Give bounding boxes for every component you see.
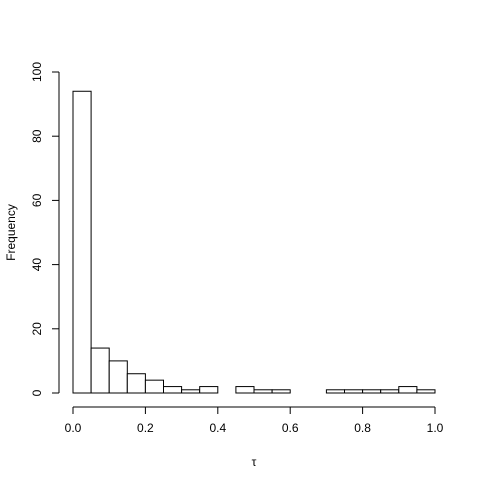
histogram-bar bbox=[181, 389, 201, 394]
histogram-bar bbox=[163, 386, 183, 394]
x-tick-label: 1.0 bbox=[427, 421, 444, 435]
y-axis-title: Frequency bbox=[4, 204, 18, 261]
x-tick-label: 0.8 bbox=[354, 421, 371, 435]
y-tick-label: 100 bbox=[30, 62, 44, 82]
histogram-bar bbox=[271, 389, 291, 394]
histogram-bar bbox=[398, 386, 418, 394]
x-tick-label: 0.0 bbox=[65, 421, 82, 435]
y-tick-label: 0 bbox=[30, 389, 44, 396]
y-tick-label: 80 bbox=[30, 129, 44, 143]
histogram-bar bbox=[199, 386, 219, 394]
y-tick-label: 40 bbox=[30, 258, 44, 272]
x-axis: 0.0 0.2 0.4 0.6 0.8 1.0 bbox=[65, 406, 444, 435]
histogram-bars bbox=[72, 90, 436, 394]
histogram-bar bbox=[344, 389, 364, 394]
histogram-bar bbox=[126, 373, 146, 394]
x-tick-label: 0.4 bbox=[209, 421, 226, 435]
x-tick-label: 0.6 bbox=[282, 421, 299, 435]
histogram-bar bbox=[416, 389, 436, 394]
histogram-bar bbox=[235, 386, 255, 394]
histogram-bar bbox=[72, 90, 92, 394]
histogram-bar bbox=[90, 347, 110, 394]
y-axis: 0 20 40 60 80 100 bbox=[30, 62, 60, 396]
histogram-bar bbox=[325, 389, 345, 394]
x-tick-label: 0.2 bbox=[137, 421, 154, 435]
x-axis-title: τ bbox=[252, 455, 257, 469]
histogram-bar bbox=[380, 389, 400, 394]
y-tick-label: 60 bbox=[30, 193, 44, 207]
y-tick-label: 20 bbox=[30, 322, 44, 336]
histogram-bar bbox=[253, 389, 273, 394]
histogram-bar bbox=[108, 360, 128, 394]
histogram-bar bbox=[362, 389, 382, 394]
histogram-bar bbox=[144, 379, 164, 394]
